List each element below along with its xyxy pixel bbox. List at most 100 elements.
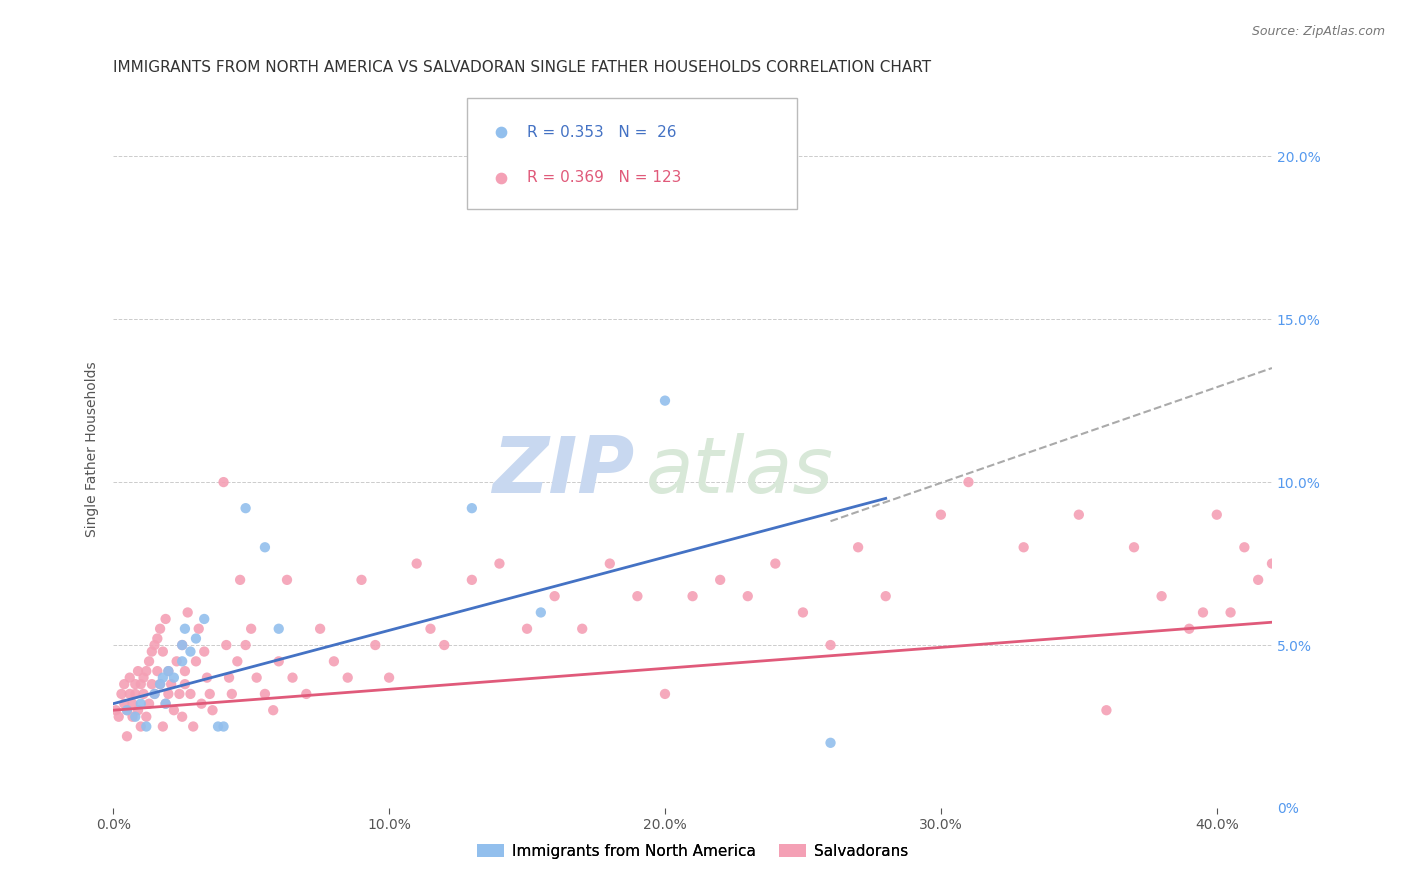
Point bbox=[1012, 541, 1035, 555]
Point bbox=[104, 703, 127, 717]
Point bbox=[405, 557, 427, 571]
Point bbox=[152, 671, 174, 685]
Point bbox=[193, 644, 215, 658]
Point bbox=[820, 638, 842, 652]
Point bbox=[1288, 606, 1310, 620]
Point bbox=[157, 664, 180, 678]
Point bbox=[1123, 541, 1146, 555]
Point bbox=[143, 687, 166, 701]
Point bbox=[419, 622, 441, 636]
Point bbox=[201, 703, 224, 717]
Point bbox=[1219, 606, 1241, 620]
Point bbox=[218, 671, 240, 685]
Point bbox=[571, 622, 593, 636]
Point bbox=[138, 654, 160, 668]
Point bbox=[157, 664, 180, 678]
Point bbox=[229, 573, 252, 587]
Point bbox=[143, 687, 166, 701]
Point bbox=[516, 622, 538, 636]
Point bbox=[654, 393, 676, 408]
Point bbox=[174, 664, 197, 678]
Point bbox=[169, 687, 191, 701]
Point bbox=[276, 573, 298, 587]
Point bbox=[172, 638, 194, 652]
Point bbox=[378, 671, 401, 685]
Point bbox=[174, 677, 197, 691]
Point bbox=[152, 719, 174, 733]
Point bbox=[118, 687, 141, 701]
Point bbox=[1178, 622, 1201, 636]
Point bbox=[461, 573, 484, 587]
Point bbox=[1274, 654, 1296, 668]
FancyBboxPatch shape bbox=[467, 98, 797, 210]
Point bbox=[235, 501, 257, 516]
Point bbox=[135, 710, 157, 724]
Point bbox=[152, 644, 174, 658]
Point bbox=[267, 622, 290, 636]
Point bbox=[846, 541, 869, 555]
Text: ZIP: ZIP bbox=[492, 433, 634, 509]
Point bbox=[132, 687, 155, 701]
Point bbox=[124, 687, 146, 701]
Point bbox=[112, 677, 135, 691]
Point bbox=[190, 697, 212, 711]
Point bbox=[187, 622, 209, 636]
Point bbox=[118, 671, 141, 685]
Point bbox=[212, 719, 235, 733]
Point bbox=[1316, 508, 1339, 522]
Point bbox=[138, 697, 160, 711]
Point bbox=[957, 475, 980, 489]
Point bbox=[875, 589, 897, 603]
Point bbox=[135, 664, 157, 678]
Point bbox=[215, 638, 238, 652]
Point bbox=[157, 687, 180, 701]
Point bbox=[709, 149, 731, 163]
Point bbox=[281, 671, 304, 685]
Point bbox=[226, 654, 249, 668]
Point bbox=[253, 541, 276, 555]
Point bbox=[155, 612, 177, 626]
Point bbox=[599, 557, 621, 571]
Point bbox=[110, 687, 132, 701]
Point bbox=[433, 638, 456, 652]
Point bbox=[115, 729, 138, 743]
Point bbox=[184, 632, 207, 646]
Text: IMMIGRANTS FROM NORTH AMERICA VS SALVADORAN SINGLE FATHER HOUSEHOLDS CORRELATION: IMMIGRANTS FROM NORTH AMERICA VS SALVADO… bbox=[114, 60, 931, 75]
Point bbox=[240, 622, 263, 636]
Point bbox=[1385, 606, 1406, 620]
Point bbox=[626, 589, 648, 603]
Text: atlas: atlas bbox=[647, 433, 834, 509]
Point bbox=[143, 638, 166, 652]
Point bbox=[336, 671, 359, 685]
Point bbox=[132, 671, 155, 685]
Legend: Immigrants from North America, Salvadorans: Immigrants from North America, Salvadora… bbox=[471, 838, 914, 865]
Point bbox=[709, 573, 731, 587]
Point bbox=[207, 719, 229, 733]
Point bbox=[262, 703, 284, 717]
Point bbox=[176, 606, 198, 620]
Point bbox=[174, 622, 197, 636]
Point bbox=[155, 697, 177, 711]
Text: R = 0.353   N =  26: R = 0.353 N = 26 bbox=[527, 125, 676, 140]
Point bbox=[488, 557, 510, 571]
Point bbox=[146, 664, 169, 678]
Point bbox=[737, 589, 759, 603]
Point bbox=[129, 697, 152, 711]
Point bbox=[1399, 622, 1406, 636]
Point bbox=[929, 508, 952, 522]
Point bbox=[172, 654, 194, 668]
Point bbox=[172, 638, 194, 652]
Point bbox=[129, 719, 152, 733]
Point bbox=[149, 622, 172, 636]
Point bbox=[654, 687, 676, 701]
Point bbox=[166, 654, 188, 668]
Point bbox=[141, 677, 163, 691]
Point bbox=[195, 671, 218, 685]
Point bbox=[172, 710, 194, 724]
Point bbox=[763, 557, 786, 571]
Point bbox=[1067, 508, 1090, 522]
Text: R = 0.369   N = 123: R = 0.369 N = 123 bbox=[527, 170, 682, 186]
Point bbox=[1150, 589, 1173, 603]
Point bbox=[1330, 638, 1353, 652]
Point bbox=[820, 736, 842, 750]
